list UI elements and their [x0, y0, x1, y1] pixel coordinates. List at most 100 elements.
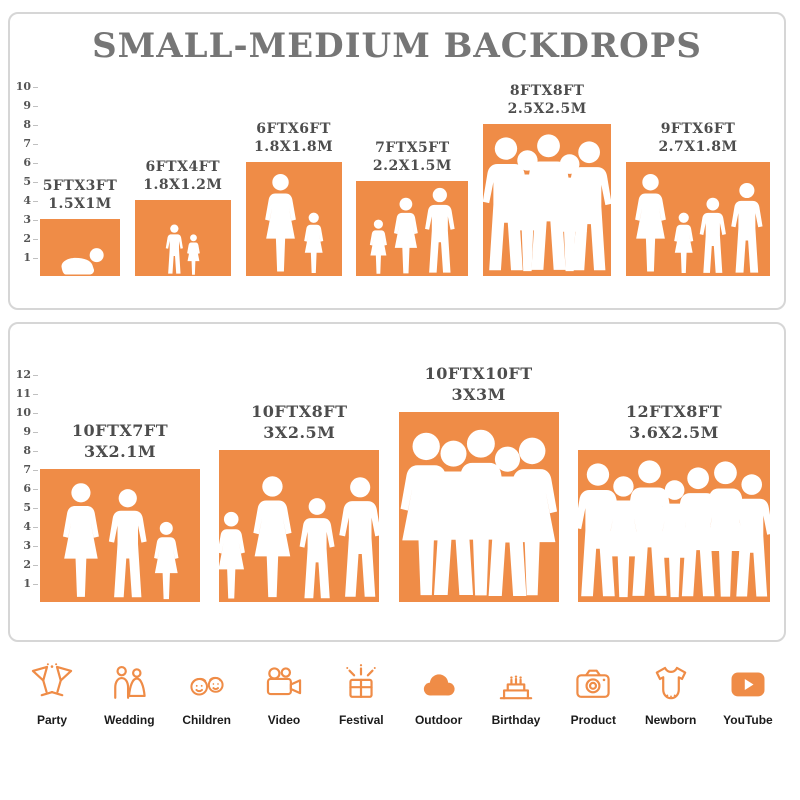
silhouette-woman	[57, 482, 105, 602]
backdrop-size-label: 8FTX8FT 2.5X2.5M	[508, 82, 587, 118]
axis-tick: 4	[23, 194, 38, 207]
size-ft-label: 9FTX6FT	[660, 120, 736, 137]
children-icon	[190, 676, 224, 696]
size-ft-label: 5FTX3FT	[42, 177, 118, 194]
backdrop-size-label: 10FTX8FT 3X2.5M	[251, 402, 347, 444]
size-ft-label: 6FTX6FT	[256, 120, 331, 137]
backdrop-7ftx5ft: 7FTX5FT 2.2X1.5M	[356, 139, 469, 276]
silhouette-girl	[185, 234, 202, 276]
backdrop-size-label: 6FTX6FT 1.8X1.8M	[254, 120, 333, 156]
size-ft-label: 10FTX7FT	[71, 421, 169, 441]
axis-tick: 3	[23, 213, 38, 226]
silhouette-man	[562, 140, 616, 276]
backdrop-8ftx8ft: 8FTX8FT 2.5X2.5M	[483, 82, 611, 276]
size-m-label: 1.5X1M	[48, 195, 112, 212]
youtube-icon	[731, 672, 765, 697]
category-newborn: Newborn	[635, 662, 707, 727]
festival-icon	[346, 664, 377, 698]
plot-small-medium: 1 2 3 4 5 6 7 8 9 10 5FTX3FT 1.5X1M 6FTX4FT 1.8X1…	[16, 78, 776, 276]
size-ft-label: 8FTX8FT	[509, 82, 585, 99]
axis-tick: 5	[23, 501, 38, 514]
silhouette-child	[164, 224, 185, 276]
silhouette-man	[728, 182, 766, 276]
product-icon	[576, 669, 610, 698]
category-label: Video	[267, 713, 301, 727]
silhouette-girl	[367, 219, 390, 276]
backdrop-rect	[219, 450, 379, 602]
panel-medium-large: 1 2 3 4 5 6 7 8 9 10 11 12 10FTX7FT 3X2.1M 10FTX8FT…	[8, 322, 786, 642]
newborn-icon	[655, 666, 686, 700]
page-title: SMALL-MEDIUM BACKDROPS	[92, 26, 702, 66]
axis-tick: 11	[15, 387, 39, 400]
backdrop-rect	[578, 450, 770, 602]
axis-tick: 12	[15, 368, 39, 381]
category-festival: Festival	[325, 662, 397, 727]
category-label: Festival	[338, 713, 384, 727]
axis-tick: 10	[15, 80, 39, 93]
panel-small-medium: SMALL-MEDIUM BACKDROPS 1 2 3 4 5 6 7 8 9 10 5FTX3…	[8, 12, 786, 310]
backdrop-rect	[245, 162, 342, 276]
silhouette-girl	[213, 511, 249, 602]
category-label: YouTube	[723, 713, 773, 727]
bars-row-top: 5FTX3FT 1.5X1M 6FTX4FT 1.8X1.2M 6FTX6FT	[40, 82, 776, 276]
size-m-label: 1.8X1.2M	[143, 176, 223, 193]
silhouette-woman	[499, 436, 565, 602]
axis-tick: 6	[23, 482, 38, 495]
backdrop-size-label: 12FTX8FT 3.6X2.5M	[626, 402, 722, 444]
backdrop-size-label: 7FTX5FT 2.2X1.5M	[373, 139, 452, 175]
category-product: Product	[557, 662, 629, 727]
birthday-icon	[499, 675, 533, 700]
axis-tick: 9	[23, 99, 38, 112]
category-label: Newborn	[644, 713, 697, 727]
plot-medium-large: 1 2 3 4 5 6 7 8 9 10 11 12 10FTX7FT 3X2.1M 10FTX8FT…	[16, 364, 776, 602]
backdrop-rect	[398, 412, 559, 602]
backdrop-9ftx6ft: 9FTX6FT 2.7X1.8M	[625, 120, 770, 276]
backdrop-10ftx8ft: 10FTX8FT 3X2.5M	[219, 402, 379, 602]
silhouette-man	[422, 187, 458, 276]
category-youtube: YouTube	[712, 662, 784, 727]
category-label: Outdoor	[414, 713, 463, 727]
size-m-label: 2.7X1.8M	[658, 138, 738, 155]
size-m-label: 2.2X1.5M	[372, 157, 452, 174]
size-ft-label: 7FTX5FT	[375, 139, 450, 156]
size-ft-label: 10FTX10FT	[424, 364, 533, 384]
silhouette-child	[296, 497, 338, 602]
backdrop-size-label: 9FTX6FT 2.7X1.8M	[658, 120, 737, 156]
category-label: Product	[570, 713, 616, 727]
party-icon	[31, 663, 73, 697]
video-icon	[266, 667, 302, 696]
backdrop-rect	[40, 469, 200, 602]
size-m-label: 3.6X2.5M	[629, 423, 719, 443]
silhouette-girl	[150, 521, 183, 602]
size-m-label: 3X3M	[451, 385, 506, 405]
backdrop-6ftx6ft: 6FTX6FT 1.8X1.8M	[245, 120, 342, 276]
backdrop-size-label: 10FTX10FT 3X3M	[425, 364, 533, 406]
category-label: Children	[182, 713, 231, 727]
y-axis-top: 1 2 3 4 5 6 7 8 9 10	[16, 78, 40, 276]
backdrop-rect	[356, 181, 469, 276]
category-children: Children	[171, 662, 243, 727]
size-m-label: 2.5X2.5M	[507, 100, 587, 117]
outdoor-icon	[423, 674, 455, 696]
silhouette-woman	[247, 475, 298, 602]
backdrop-rect	[40, 219, 120, 276]
axis-tick: 10	[15, 406, 39, 419]
category-row: Party Wedding	[16, 662, 784, 727]
axis-tick: 3	[23, 539, 38, 552]
axis-tick: 5	[23, 175, 38, 188]
category-label: Birthday	[491, 713, 541, 727]
category-label: Party	[36, 713, 68, 727]
axis-tick: 4	[23, 520, 38, 533]
backdrop-size-label: 5FTX3FT 1.5X1M	[43, 177, 118, 213]
category-outdoor: Outdoor	[403, 662, 475, 727]
backdrop-10ftx10ft: 10FTX10FT 3X3M	[398, 364, 559, 602]
silhouette-girl	[301, 212, 326, 276]
backdrop-rect	[625, 162, 770, 276]
silhouette-child	[697, 197, 729, 276]
backdrop-12ftx8ft: 12FTX8FT 3.6X2.5M	[578, 402, 770, 602]
axis-tick: 8	[23, 444, 38, 457]
axis-tick: 9	[23, 425, 38, 438]
size-ft-label: 10FTX8FT	[251, 402, 348, 422]
axis-tick: 6	[23, 156, 38, 169]
axis-tick: 7	[23, 137, 38, 150]
